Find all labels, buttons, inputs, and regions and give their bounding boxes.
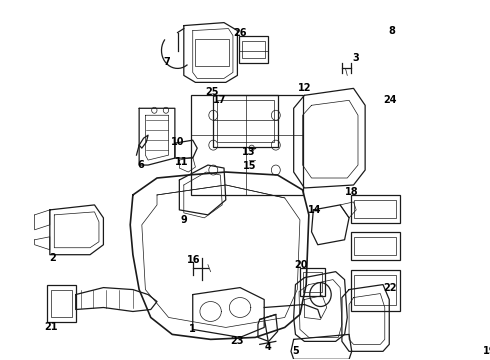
Bar	[351, 232, 400, 260]
Bar	[300, 268, 325, 296]
Bar	[51, 289, 72, 318]
Bar	[196, 39, 229, 67]
Bar	[351, 195, 400, 223]
Bar	[47, 285, 76, 323]
Text: 20: 20	[294, 260, 308, 270]
Bar	[354, 275, 396, 305]
Text: 18: 18	[345, 187, 359, 197]
Text: 24: 24	[383, 95, 397, 105]
Text: 19: 19	[483, 346, 490, 356]
Bar	[213, 95, 278, 147]
Bar	[191, 95, 303, 195]
Bar	[303, 272, 322, 292]
Text: 2: 2	[49, 253, 56, 263]
Bar	[354, 200, 396, 218]
Text: 11: 11	[175, 157, 189, 167]
Text: 4: 4	[265, 342, 271, 352]
Bar	[354, 237, 396, 255]
Text: 13: 13	[242, 147, 256, 157]
Bar	[239, 36, 268, 63]
Bar	[242, 41, 265, 58]
Bar	[217, 100, 274, 142]
Text: 6: 6	[138, 160, 145, 170]
Text: 5: 5	[292, 346, 299, 356]
Text: 8: 8	[389, 26, 395, 36]
Text: 14: 14	[308, 205, 322, 215]
Text: 22: 22	[383, 283, 397, 293]
Text: 17: 17	[213, 95, 226, 105]
Bar	[351, 270, 400, 311]
Text: 26: 26	[233, 28, 247, 37]
Text: 9: 9	[180, 215, 187, 225]
Text: 12: 12	[297, 84, 311, 93]
Text: 10: 10	[171, 137, 184, 147]
Text: 16: 16	[187, 255, 200, 265]
Text: 15: 15	[243, 161, 257, 171]
Text: 23: 23	[231, 336, 244, 346]
Text: 3: 3	[352, 54, 359, 63]
Text: 25: 25	[206, 87, 219, 97]
Text: 21: 21	[44, 323, 57, 332]
Text: 1: 1	[189, 324, 196, 334]
Text: 7: 7	[164, 58, 170, 67]
